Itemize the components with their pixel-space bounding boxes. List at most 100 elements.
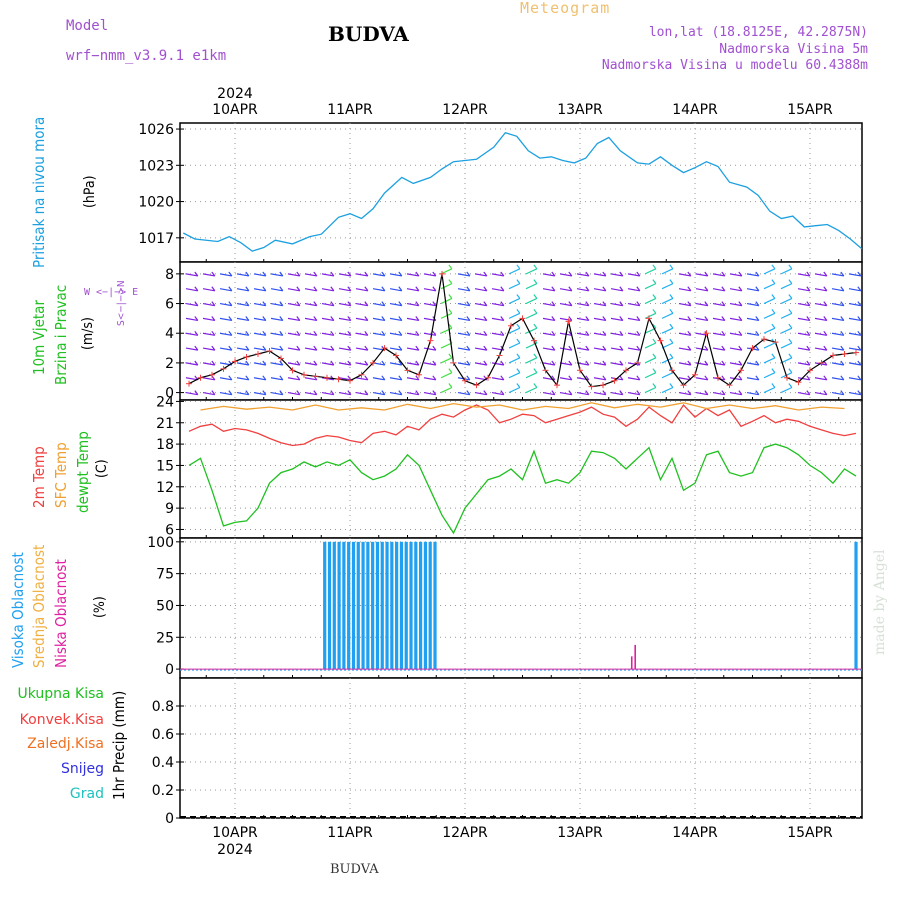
wind-barb-flag	[602, 286, 607, 292]
wind-barb-flag	[755, 360, 760, 366]
wind-barb-flag	[771, 294, 776, 299]
wind-barb-flag	[211, 271, 216, 277]
wind-barb-flag	[585, 390, 590, 396]
wind-barb-flag	[771, 308, 776, 314]
wind-barb-flag	[448, 353, 453, 359]
wind-barb	[848, 332, 861, 336]
x-tick-label-bottom: 14APR	[672, 825, 718, 841]
legend-snow: Snijeg	[60, 761, 104, 777]
wind-barb	[491, 377, 504, 381]
wind-barb-flag	[381, 271, 386, 277]
panel-frame-temperature	[179, 399, 863, 539]
wind-barb	[542, 347, 555, 351]
wind-barb	[304, 302, 317, 307]
wind-barb	[219, 317, 232, 322]
wind-barb-flag	[398, 375, 403, 381]
wind-barb-flag	[619, 286, 624, 292]
wind-barb	[746, 391, 759, 396]
wind-barb	[593, 391, 606, 396]
wind-barb-flag	[823, 330, 828, 336]
wind-barb-flag	[262, 271, 267, 277]
wind-barb-flag	[636, 301, 641, 306]
high-cloud-bar	[351, 541, 356, 670]
wind-barb	[457, 347, 470, 351]
wind-barb	[185, 347, 198, 351]
wind-barb-flag	[330, 330, 335, 336]
wind-barb-flag	[466, 316, 471, 321]
high-cloud-bar	[395, 541, 399, 670]
y-tick-label: 12	[156, 480, 174, 496]
wind-barb-flag	[602, 330, 607, 336]
wind-barb-flag	[448, 383, 453, 388]
wind-barb	[423, 332, 436, 336]
wind-barb	[797, 302, 810, 307]
wind-barb-flag	[194, 316, 199, 321]
wind-barb	[831, 362, 844, 366]
wind-barb-flag	[636, 390, 641, 396]
y-tick-label: 0.8	[152, 699, 174, 715]
wind-barb-flag	[857, 390, 862, 396]
wind-barb-flag	[245, 316, 250, 321]
y-tick-label: 1017	[138, 231, 174, 247]
wind-barb-flag	[619, 330, 624, 336]
wind-barb-flag	[483, 390, 488, 396]
wind-barb-flag	[262, 316, 267, 321]
wind-barb-flag	[262, 345, 267, 351]
wind-barb-flag	[500, 301, 505, 306]
wind-barb	[644, 342, 657, 349]
wind-barb	[525, 327, 538, 334]
wind-barb-flag	[296, 301, 301, 306]
wind-barb	[202, 288, 215, 292]
wind-barb	[423, 302, 436, 307]
wind-barb	[321, 377, 334, 381]
pressure-line	[182, 131, 863, 252]
wind-barb-flag	[296, 316, 301, 321]
wind-barbs	[185, 264, 862, 396]
wind-barb	[508, 268, 521, 275]
wind-barb	[474, 332, 487, 336]
high-cloud-bar	[854, 541, 858, 670]
low-cloud-bar	[634, 644, 636, 670]
wind-barb	[559, 377, 572, 381]
wind-barb	[763, 386, 776, 394]
wind-barb	[389, 362, 402, 366]
high-cloud-bar	[428, 541, 432, 670]
wind-barb-flag	[398, 271, 403, 277]
wind-barb	[474, 362, 487, 366]
wind-barb-flag	[840, 345, 845, 351]
wind-barb-flag	[652, 294, 657, 299]
wind-barb-flag	[652, 368, 657, 374]
wind-barb-flag	[738, 345, 743, 351]
x-tick-label-top: 10APR	[212, 102, 258, 118]
wind-barb-flag	[364, 375, 369, 381]
wind-barb-flag	[262, 360, 267, 366]
y-tick-label: 0.4	[152, 755, 174, 771]
high-cloud-bar	[404, 541, 408, 670]
wind-barb-flag	[619, 375, 624, 381]
wind-barb-flag	[448, 279, 453, 284]
wind-barb-flag	[347, 271, 352, 277]
elevation-text: Nadmorska Visina 5m	[719, 42, 868, 57]
wind-barb	[610, 362, 623, 366]
wind-barb	[219, 391, 232, 396]
wind-barb	[457, 332, 470, 336]
wind-barb-flag	[483, 286, 488, 292]
wind-barb	[576, 347, 589, 351]
wind-barb	[712, 347, 725, 351]
wind-barb-flag	[228, 345, 233, 351]
wind-barb	[576, 288, 589, 292]
wind-barb	[440, 357, 453, 364]
wind-barb	[508, 312, 521, 319]
wind-barb	[270, 391, 283, 396]
panel-frame-precip	[179, 677, 863, 819]
wind-barb	[695, 273, 708, 277]
wind-barb-flag	[755, 330, 760, 336]
wind-barb	[797, 362, 810, 366]
wind-barb-flag	[448, 264, 453, 270]
wind-barb	[763, 268, 776, 275]
y-tick-label: 0	[165, 386, 174, 402]
wind-barb	[440, 283, 453, 290]
wind-barb-flag	[415, 271, 420, 277]
wind-barb	[202, 317, 215, 322]
wind-barb	[508, 372, 521, 379]
